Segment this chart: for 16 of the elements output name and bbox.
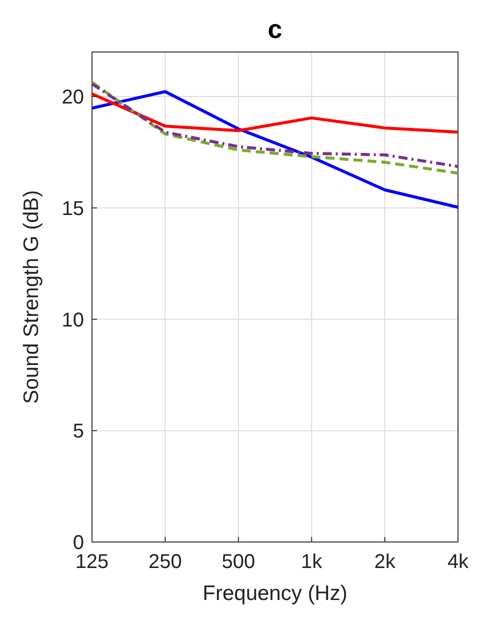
y-tick-label: 10	[62, 309, 84, 332]
x-tick-label: 2k	[374, 551, 396, 573]
y-tick-label: 5	[72, 420, 84, 443]
x-tick-label: 1k	[301, 551, 324, 573]
x-tick-label: 500	[222, 551, 256, 573]
y-tick-label: 0	[72, 532, 84, 554]
x-tick-label: 125	[75, 551, 109, 573]
chart-title: c	[268, 14, 282, 44]
x-tick-label: 4k	[447, 551, 470, 573]
x-tick-label: 250	[148, 551, 182, 573]
line-series	[90, 92, 460, 134]
x-axis-title: Frequency (Hz)	[202, 582, 348, 605]
line-series	[90, 90, 460, 209]
y-axis-title: Sound Strength G (dB)	[20, 190, 43, 404]
y-tick-label: 20	[62, 86, 84, 109]
y-tick-label: 15	[62, 198, 84, 220]
